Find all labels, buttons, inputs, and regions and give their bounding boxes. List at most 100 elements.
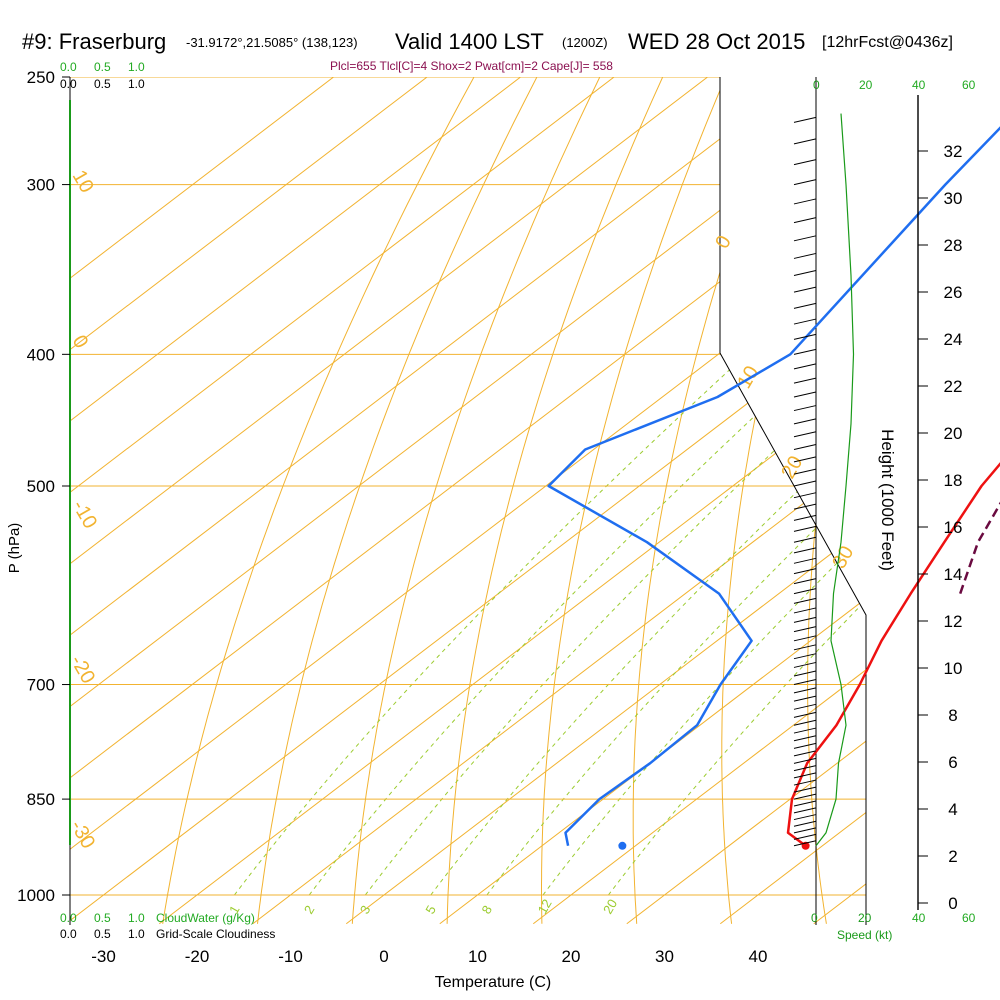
pressure-axis-label: P (hPa)	[6, 523, 23, 574]
wind-barb	[793, 536, 817, 543]
wind-barb	[793, 348, 817, 355]
dry-adiabat-line	[446, 77, 675, 924]
height-axis-label: Height (1000 Feet)	[878, 429, 897, 571]
wind-barb	[793, 653, 817, 660]
speed-top-20: 20	[859, 78, 873, 92]
dry-adiabat-line	[632, 77, 799, 924]
speed-top-0: 0	[813, 78, 820, 92]
mixing-ratio-label: 2	[301, 903, 318, 917]
plot-area	[70, 53, 985, 925]
isotherm-label: 0	[711, 232, 736, 253]
wind-barb	[793, 444, 817, 450]
wind-barb	[793, 418, 817, 425]
speed-top-40: 40	[912, 78, 926, 92]
wind-barb	[793, 597, 817, 604]
wind-barb	[793, 318, 817, 325]
height-tick-label: 6	[948, 753, 957, 772]
isotherm-label: 10	[733, 362, 763, 392]
mixing-ratio-label: 5	[422, 903, 439, 917]
temperature-tick-label: -30	[91, 947, 116, 966]
temperature-axis: -30 -20 -10 0 10 20 30 40	[91, 947, 767, 966]
cloudiness-tick-2: 1.0	[128, 77, 145, 91]
wind-barb	[793, 711, 817, 718]
station-coords: -31.9172°,21.5085° (138,123)	[186, 35, 358, 50]
isotherm-label: 10	[68, 167, 98, 197]
cloudwater-tick-2: 1.0	[128, 60, 145, 74]
isotherm-line	[70, 77, 866, 925]
isobar-grid	[70, 77, 866, 896]
isotherm-line	[70, 77, 833, 925]
temperature-tick-label: 30	[655, 947, 674, 966]
wind-barb	[793, 270, 817, 277]
wind-barb	[793, 703, 817, 710]
wind-barb	[793, 727, 817, 734]
dry-adiabat-line	[721, 77, 861, 924]
wind-barb	[793, 333, 817, 340]
temperature-tick-label: 10	[468, 947, 487, 966]
speed-axis-label: Speed (kt)	[837, 928, 892, 942]
pressure-tick-label: 300	[27, 176, 55, 195]
height-tick-label: 14	[944, 565, 963, 584]
wind-barb	[793, 719, 817, 726]
wind-barb	[793, 363, 817, 370]
isotherm-line	[626, 77, 866, 925]
wind-barb	[793, 525, 817, 532]
wind-barb	[793, 302, 817, 309]
wind-barb	[793, 786, 817, 793]
surface-dewpoint-point	[618, 841, 627, 850]
mixing-ratio-line	[486, 353, 866, 896]
wind-barb	[793, 814, 817, 821]
wind-barb	[793, 391, 817, 398]
isotherm-label: 30	[828, 542, 858, 572]
pressure-axis: 250 300 400 500 700 850 1000	[17, 68, 70, 905]
temperature-tick-label: -10	[278, 947, 303, 966]
temperature-axis-label: Temperature (C)	[435, 974, 551, 991]
isotherm-grid	[70, 77, 866, 925]
wind-barb	[793, 252, 817, 259]
wind-barb	[793, 116, 817, 123]
wind-barb	[793, 286, 817, 293]
wind-barb	[793, 547, 817, 554]
height-tick-label: 8	[948, 706, 957, 725]
wind-barb	[793, 503, 817, 510]
height-tick-label: 0	[948, 894, 957, 913]
height-tick-label: 20	[944, 424, 963, 443]
wind-barb	[793, 616, 817, 623]
speed-bottom-20: 20	[858, 911, 872, 925]
isotherm-line	[70, 77, 740, 925]
cloudwater-label: CloudWater (g/Kg)	[156, 911, 255, 925]
dry-adiabat-line	[891, 53, 985, 924]
stability-indices: Plcl=655 Tlcl[C]=4 Shox=2 Pwat[cm]=2 Cap…	[330, 59, 613, 73]
height-tick-label: 22	[944, 377, 963, 396]
isotherm-line	[70, 77, 866, 925]
isotherm-label: -10	[68, 497, 102, 533]
speed-top-60: 60	[962, 78, 976, 92]
mixing-ratio-line	[308, 353, 822, 896]
mixing-ratio-line	[608, 353, 866, 896]
wind-barb	[793, 779, 817, 786]
speed-bottom-0: 0	[811, 911, 818, 925]
valid-time: Valid 1400 LST	[395, 29, 544, 54]
isotherm-line	[532, 77, 866, 925]
isotherm-line	[70, 77, 646, 925]
wind-barb	[793, 405, 817, 412]
wind-barb	[793, 377, 817, 384]
wind-barb	[793, 793, 817, 800]
mixing-ratio-label: 12	[535, 896, 555, 916]
wind-barb	[793, 159, 817, 166]
pressure-tick-label: 700	[27, 676, 55, 695]
temperature-tick-label: 40	[749, 947, 768, 966]
pressure-tick-label: 250	[27, 68, 55, 87]
dewpoint-profile-line	[547, 126, 1000, 847]
height-tick-label: 4	[948, 800, 957, 819]
wind-barb	[793, 514, 817, 521]
forecast-info: [12hrFcst@0436z]	[822, 34, 953, 51]
wind-barb	[793, 635, 817, 642]
wind-barb	[793, 607, 817, 614]
wind-barb	[793, 827, 817, 834]
wind-barb	[793, 644, 817, 651]
isotherm-line	[158, 77, 866, 925]
speed-axis: 0 20 40 60 0 20 40 60 Speed (kt)	[811, 78, 976, 942]
wind-barb	[793, 820, 817, 827]
